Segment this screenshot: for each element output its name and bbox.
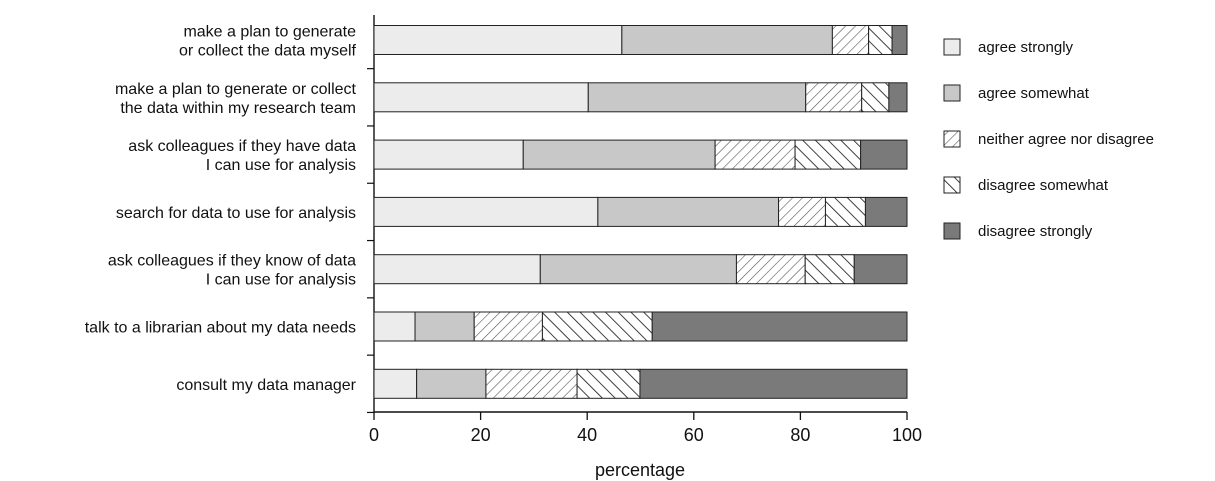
category-label: make a plan to generate or collect the da… <box>115 81 357 117</box>
bar-segment-4-5 <box>864 196 908 227</box>
bar-segment-3-5 <box>860 139 908 170</box>
legend-swatch <box>943 38 961 56</box>
x-tick-label: 100 <box>892 425 922 445</box>
bar-segment-2-1 <box>373 82 589 113</box>
legend-swatch <box>943 130 961 148</box>
x-tick-label: 40 <box>577 425 597 445</box>
bar-segment-7-1 <box>373 368 418 399</box>
category-label-line: I can use for analysis <box>206 157 356 174</box>
legend-swatch <box>943 176 961 194</box>
bar-segment-3-2 <box>522 139 716 170</box>
bar-segment-5-4 <box>804 254 855 285</box>
legend-label: disagree somewhat <box>978 177 1109 194</box>
bar-segment-2-4 <box>861 82 890 113</box>
category-label-line: ask colleagues if they know of data <box>108 253 356 270</box>
legend-label: agree strongly <box>978 39 1074 56</box>
bar-segment-6-1 <box>373 311 416 342</box>
category-labels: make a plan to generate or collect the da… <box>85 24 357 394</box>
bar-segment-5-1 <box>373 254 541 285</box>
bar-segment-2-5 <box>888 82 908 113</box>
bar-segment-7-4 <box>576 368 641 399</box>
legend-label: neither agree nor disagree <box>978 131 1154 148</box>
bar-segment-2-3 <box>805 82 863 113</box>
category-label-line: the data within my research team <box>120 100 356 117</box>
x-tick-label: 0 <box>369 425 379 445</box>
legend: agree strongly agree somewhat neither agre… <box>943 38 1154 240</box>
category-label-line: I can use for analysis <box>206 272 356 289</box>
bar-segment-7-3 <box>485 368 578 399</box>
category-label: consult my data manager <box>176 377 356 394</box>
category-label-line: search for data to use for analysis <box>116 205 356 222</box>
bar-segment-3-3 <box>714 139 796 170</box>
x-tick-label: 20 <box>471 425 491 445</box>
bar-segment-6-5 <box>651 311 908 342</box>
category-label-line: make a plan to generate or collect <box>115 81 357 98</box>
bar-segment-1-4 <box>868 25 893 55</box>
x-tick-label: 60 <box>684 425 704 445</box>
legend-swatch <box>943 84 961 102</box>
bars <box>373 25 908 399</box>
bar-segment-3-1 <box>373 139 524 170</box>
bar-segment-4-4 <box>824 196 866 227</box>
bar-segment-6-2 <box>414 311 475 342</box>
legend-label: disagree strongly <box>978 223 1093 240</box>
x-tick-label: 80 <box>790 425 810 445</box>
bar-segment-1-1 <box>373 25 623 55</box>
bar-segment-7-2 <box>416 368 487 399</box>
category-label-line: or collect the data myself <box>179 43 357 60</box>
category-label: ask colleagues if they have data I can us… <box>128 138 356 174</box>
x-axis-ticks: 0 20 40 60 80 100 <box>369 412 922 445</box>
bar-segment-5-3 <box>735 254 806 285</box>
x-axis-label: percentage <box>595 460 685 480</box>
bar-segment-4-2 <box>597 196 780 227</box>
bar-segment-1-2 <box>621 25 833 55</box>
bar-segment-3-4 <box>794 139 862 170</box>
bar-segment-5-2 <box>539 254 737 285</box>
bar-segment-5-5 <box>853 254 908 285</box>
category-label: search for data to use for analysis <box>116 205 356 222</box>
bar-segment-6-4 <box>541 311 653 342</box>
bar-segment-6-3 <box>473 311 543 342</box>
category-label-line: make a plan to generate <box>183 24 356 41</box>
category-label: make a plan to generate or collect the da… <box>179 24 357 60</box>
category-label-line: consult my data manager <box>176 377 356 394</box>
bar-segment-4-3 <box>778 196 826 227</box>
bar-segment-7-5 <box>639 368 908 399</box>
bar-segment-1-5 <box>891 25 908 55</box>
bar-segment-2-2 <box>587 82 807 113</box>
category-label-line: talk to a librarian about my data needs <box>85 320 356 337</box>
category-label: ask colleagues if they know of data I can… <box>108 253 356 289</box>
legend-swatch <box>943 222 961 240</box>
bar-segment-4-1 <box>373 196 599 227</box>
category-label: talk to a librarian about my data needs <box>85 320 356 337</box>
bar-segment-1-3 <box>831 25 870 55</box>
category-label-line: ask colleagues if they have data <box>128 138 356 155</box>
legend-label: agree somewhat <box>978 85 1090 102</box>
